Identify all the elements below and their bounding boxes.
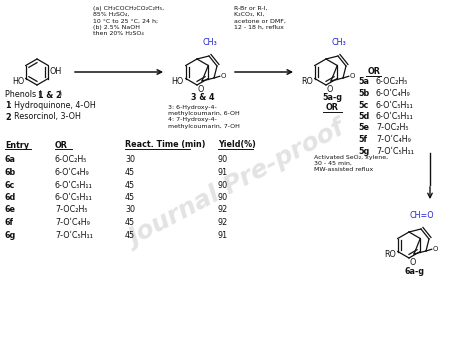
Text: 45: 45 — [125, 168, 135, 177]
Text: 6a: 6a — [5, 155, 16, 164]
Text: 6c: 6c — [5, 181, 15, 189]
Text: 6d: 6d — [5, 193, 16, 202]
Text: CH₃: CH₃ — [332, 38, 346, 47]
Text: 6b: 6b — [5, 168, 16, 177]
Text: RO: RO — [301, 77, 313, 86]
Text: 6g: 6g — [5, 231, 16, 239]
Text: 6-OʹC₅H₁₁: 6-OʹC₅H₁₁ — [55, 193, 93, 202]
Text: Yield(%): Yield(%) — [218, 140, 256, 149]
Text: 45: 45 — [125, 218, 135, 227]
Text: O: O — [410, 258, 416, 267]
Text: React. Time (min): React. Time (min) — [125, 140, 206, 149]
Text: R-Br or R-I,
K₂CO₃, KI,
acetone or DMF,
12 - 18 h, reflux: R-Br or R-I, K₂CO₃, KI, acetone or DMF, … — [234, 6, 286, 30]
Text: 3 & 4: 3 & 4 — [191, 93, 215, 103]
Text: 30: 30 — [125, 205, 135, 215]
Text: CH₃: CH₃ — [202, 38, 218, 47]
Text: 6e: 6e — [5, 205, 16, 215]
Text: O: O — [221, 73, 226, 79]
Text: 6-OC₂H₅: 6-OC₂H₅ — [376, 77, 409, 86]
Text: 6f: 6f — [5, 218, 14, 227]
Text: OR: OR — [326, 104, 338, 112]
Text: 91: 91 — [218, 168, 228, 177]
Text: HO: HO — [12, 77, 25, 86]
Text: ): ) — [58, 91, 61, 99]
Text: 5a-g: 5a-g — [322, 93, 342, 103]
Text: 6-OʹC₄H₉: 6-OʹC₄H₉ — [55, 168, 90, 177]
Text: CH=O: CH=O — [410, 211, 434, 220]
Text: 7-OʹC₄H₉: 7-OʹC₄H₉ — [55, 218, 90, 227]
Text: O: O — [433, 246, 438, 252]
Text: 5c: 5c — [358, 100, 368, 110]
Text: 90: 90 — [218, 193, 228, 202]
Text: Journal Pre-proof: Journal Pre-proof — [125, 118, 349, 252]
Text: 5g: 5g — [358, 147, 369, 155]
Text: Phenols (: Phenols ( — [5, 91, 42, 99]
Text: 6-OʹC₅H₁₁: 6-OʹC₅H₁₁ — [376, 112, 414, 121]
Text: Entry: Entry — [5, 140, 29, 149]
Text: 5b: 5b — [358, 89, 369, 98]
Text: 45: 45 — [125, 231, 135, 239]
Text: (a) CH₃COCH₂CO₂C₂H₅,
85% H₂SO₄,
10 °C to 25 °C, 24 h;
(b) 2.5% NaOH
then 20% H₂S: (a) CH₃COCH₂CO₂C₂H₅, 85% H₂SO₄, 10 °C to… — [93, 6, 164, 36]
Text: O: O — [198, 85, 204, 94]
Text: 45: 45 — [125, 181, 135, 189]
Text: OR: OR — [55, 140, 68, 149]
Text: 5d: 5d — [358, 112, 369, 121]
Text: 6a-g: 6a-g — [405, 266, 425, 275]
Text: 7-OʹC₅H₁₁: 7-OʹC₅H₁₁ — [376, 147, 414, 155]
Text: 90: 90 — [218, 155, 228, 164]
Text: O: O — [350, 73, 355, 79]
Text: 90: 90 — [218, 181, 228, 189]
Text: 2: 2 — [5, 112, 10, 121]
Text: 3: 6-Hydroxy-4-
methylcoumarin, 6-OH
4: 7-Hydroxy-4-
methylcoumarin, 7-OH: 3: 6-Hydroxy-4- methylcoumarin, 6-OH 4: … — [168, 105, 240, 128]
Text: 5f: 5f — [358, 135, 367, 144]
Text: OH: OH — [49, 68, 62, 77]
Text: OR: OR — [368, 68, 381, 77]
Text: 91: 91 — [218, 231, 228, 239]
Text: 5e: 5e — [358, 124, 369, 133]
Text: 7-OC₂H₅: 7-OC₂H₅ — [55, 205, 88, 215]
Text: 5a: 5a — [358, 77, 369, 86]
Text: 6-OʹC₅H₁₁: 6-OʹC₅H₁₁ — [376, 100, 414, 110]
Text: : Resorcinol, 3-OH: : Resorcinol, 3-OH — [9, 112, 81, 121]
Text: HO: HO — [172, 77, 184, 86]
Text: 1: 1 — [5, 102, 10, 111]
Text: 7-OC₂H₅: 7-OC₂H₅ — [376, 124, 409, 133]
Text: 7-OʹC₅H₁₁: 7-OʹC₅H₁₁ — [55, 231, 93, 239]
Text: : Hydroquinone, 4-OH: : Hydroquinone, 4-OH — [9, 102, 96, 111]
Text: RO: RO — [384, 250, 396, 259]
Text: Activated SeO₂, xylene,
30 - 45 min,
MW-assisted reflux: Activated SeO₂, xylene, 30 - 45 min, MW-… — [314, 155, 388, 173]
Text: 92: 92 — [218, 218, 228, 227]
Text: 7-OʹC₄H₉: 7-OʹC₄H₉ — [376, 135, 411, 144]
Text: 1 & 2: 1 & 2 — [38, 91, 62, 99]
Text: 92: 92 — [218, 205, 228, 215]
Text: 30: 30 — [125, 155, 135, 164]
Text: O: O — [327, 85, 333, 94]
Text: 6-OʹC₄H₉: 6-OʹC₄H₉ — [376, 89, 411, 98]
Text: 6-OʹC₅H₁₁: 6-OʹC₅H₁₁ — [55, 181, 93, 189]
Text: 6-OC₂H₅: 6-OC₂H₅ — [55, 155, 87, 164]
Text: 45: 45 — [125, 193, 135, 202]
